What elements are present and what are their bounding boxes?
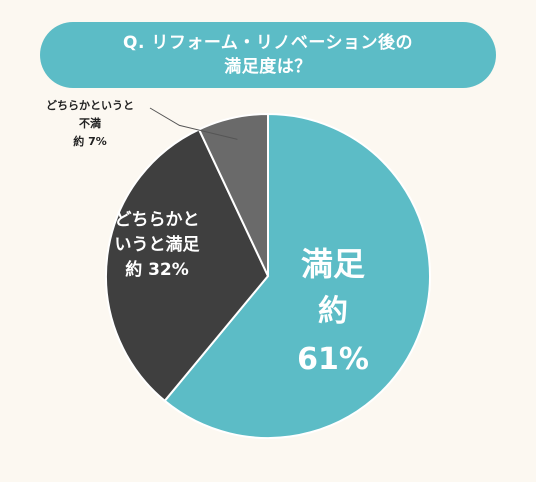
- slice-label-dissatisfied-line-2: 不満: [79, 117, 101, 130]
- slice-label-somewhat-satisfied: どちらかと いうと満足 約 32%: [92, 208, 222, 283]
- slice-value-somewhat-satisfied: 約 32%: [125, 260, 189, 280]
- slice-label-satisfied-text: 満足: [300, 245, 365, 283]
- pie-slice-dissatisfied: [197, 112, 269, 277]
- chart-title-line-2: 満足度は？: [224, 57, 312, 77]
- slice-label-somewhat-satisfied-line-2: いうと満足: [114, 235, 200, 255]
- slice-value-dissatisfied: 約 7%: [73, 135, 107, 148]
- slice-label-dissatisfied: どちらかというと 不満 約 7%: [40, 97, 140, 151]
- slice-label-satisfied: 満足 約 61%: [278, 240, 388, 384]
- slice-label-dissatisfied-line-1: どちらかというと: [46, 99, 134, 112]
- chart-title-line-1: Q. リフォーム・リノベーション後の: [123, 33, 413, 53]
- slice-label-somewhat-satisfied-line-1: どちらかと: [114, 210, 200, 230]
- pie-slice-somewhat-satisfied: [105, 128, 270, 403]
- pie-slice-satisfied: [163, 112, 431, 439]
- leader-line: [149, 107, 238, 140]
- chart-title: Q. リフォーム・リノベーション後の 満足度は？: [40, 22, 496, 88]
- slice-value-satisfied: 約 61%: [297, 294, 369, 377]
